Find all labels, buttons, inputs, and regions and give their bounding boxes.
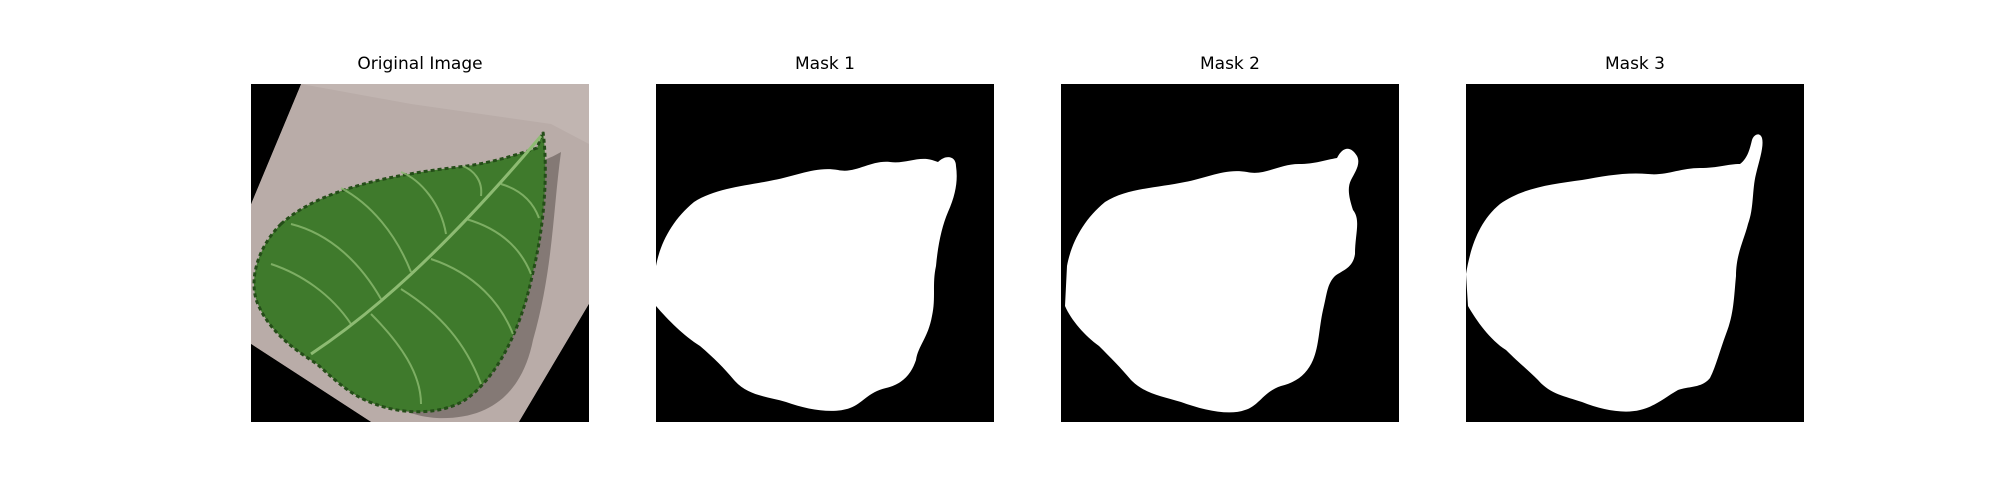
original-image bbox=[251, 84, 589, 422]
mask-shape bbox=[1065, 148, 1359, 413]
panel-title: Mask 3 bbox=[1604, 54, 1665, 74]
mask-image bbox=[656, 84, 994, 422]
panel-title: Mask 1 bbox=[794, 54, 855, 74]
mask-2-image bbox=[1061, 84, 1399, 422]
mask-image bbox=[1061, 84, 1399, 422]
mask-3-image bbox=[1466, 84, 1804, 422]
original-photo bbox=[251, 84, 589, 422]
panel-title: Original Image bbox=[357, 54, 483, 74]
panel-title: Mask 2 bbox=[1199, 54, 1260, 74]
mask-shape bbox=[656, 157, 957, 411]
mask-1-image bbox=[656, 84, 994, 422]
mask-image bbox=[1466, 84, 1804, 422]
mask-shape bbox=[1466, 134, 1763, 412]
